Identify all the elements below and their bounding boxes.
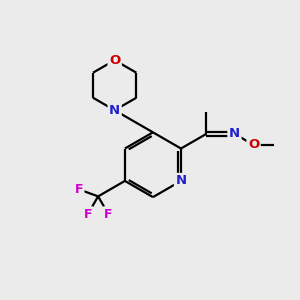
Text: N: N — [176, 174, 187, 188]
Text: F: F — [84, 208, 92, 221]
Text: O: O — [109, 54, 120, 67]
Text: O: O — [248, 138, 259, 151]
Text: F: F — [104, 208, 113, 221]
Text: N: N — [109, 104, 120, 117]
Text: N: N — [229, 127, 240, 140]
Text: F: F — [74, 183, 83, 196]
